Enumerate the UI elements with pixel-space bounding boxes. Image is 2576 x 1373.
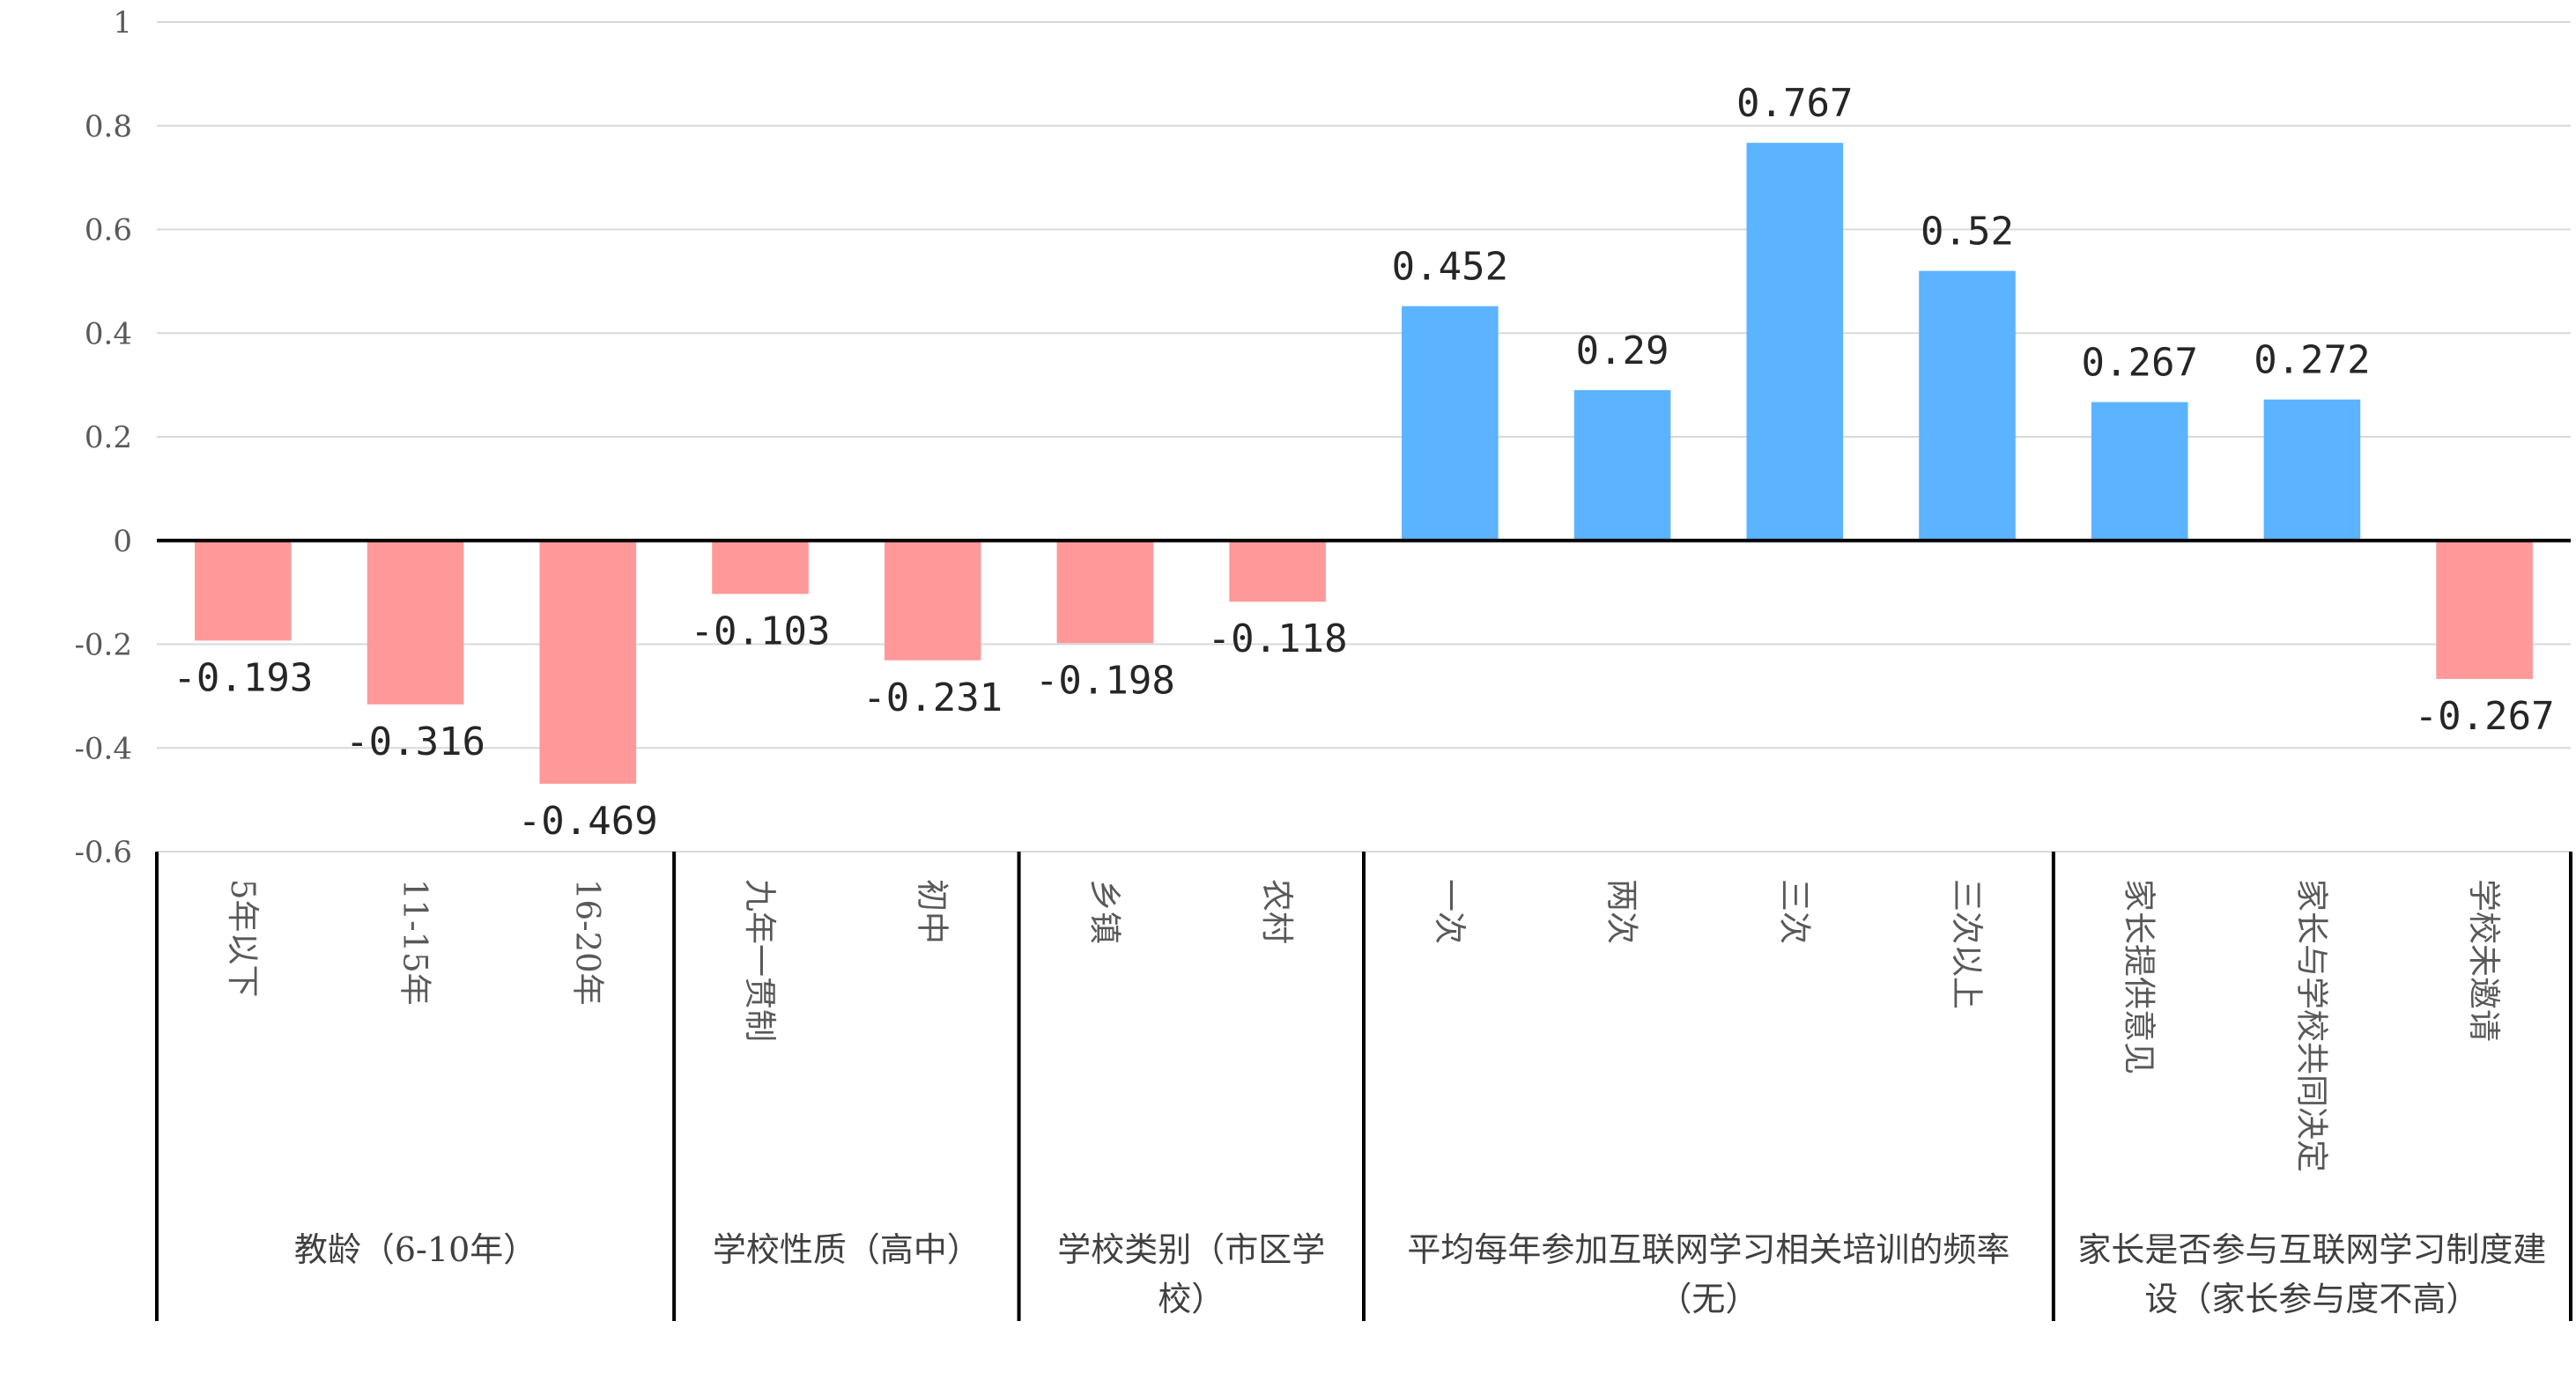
group-label: 校） <box>1158 1280 1225 1318</box>
bar <box>2436 540 2533 679</box>
data-label: 0.52 <box>1921 210 2014 255</box>
category-label: 11-15年 <box>396 879 434 1006</box>
y-tick-label: 1 <box>113 5 132 41</box>
y-tick-label: 0.6 <box>85 213 132 248</box>
data-label: 0.767 <box>1736 81 1853 126</box>
category-label: 三次以上 <box>1948 879 1986 1009</box>
y-tick-label: -0.4 <box>74 731 132 766</box>
category-label: 两次 <box>1603 879 1641 944</box>
group-label: （无） <box>1658 1280 1758 1318</box>
group-label: 学校类别（市区学 <box>1057 1230 1325 1269</box>
y-tick-label: -0.2 <box>74 628 132 663</box>
y-tick-label: 0.8 <box>85 109 132 144</box>
data-label: -0.267 <box>2415 694 2555 739</box>
data-label: -0.193 <box>173 655 313 700</box>
category-label: 学校未邀请 <box>2465 879 2503 1042</box>
bar <box>2263 399 2361 541</box>
bar <box>1573 390 1671 541</box>
category-label: 初中 <box>914 879 951 944</box>
category-label: 家长提供意见 <box>2121 879 2158 1074</box>
category-label: 家长与学校共同决定 <box>2292 879 2330 1172</box>
y-tick-label: 0.2 <box>85 420 132 455</box>
data-label: -0.118 <box>1208 616 1348 661</box>
data-label: 0.272 <box>2254 338 2370 383</box>
bar <box>1056 540 1154 644</box>
category-label: 农村 <box>1258 879 1296 944</box>
category-label: 三次 <box>1775 879 1813 944</box>
bar <box>1746 143 1844 541</box>
data-label: 0.29 <box>1576 328 1669 373</box>
data-label: 0.267 <box>2081 341 2197 386</box>
data-label: -0.316 <box>345 720 485 764</box>
bar <box>195 540 292 641</box>
data-label: -0.198 <box>1035 658 1175 703</box>
y-tick-label: 0 <box>113 524 132 559</box>
category-label: 乡镇 <box>1085 879 1123 944</box>
data-label: 0.452 <box>1392 245 1508 290</box>
data-label: -0.469 <box>518 799 658 844</box>
bar <box>1919 270 2016 541</box>
bar <box>366 540 464 705</box>
category-label: 一次 <box>1431 879 1469 944</box>
group-label: 学校性质（高中） <box>713 1230 981 1269</box>
category-label: 5年以下 <box>224 879 262 998</box>
bar <box>1402 306 1499 541</box>
bar <box>884 540 981 661</box>
y-tick-label: -0.6 <box>74 835 132 870</box>
data-label: -0.231 <box>862 675 1003 720</box>
category-label: 16-20年 <box>568 879 606 1006</box>
bar <box>1229 540 1326 602</box>
group-label: 家长是否参与互联网学习制度建 <box>2077 1230 2546 1269</box>
bar <box>712 540 809 594</box>
bar <box>539 540 637 784</box>
group-label: 设（家长参与度不高） <box>2144 1280 2479 1318</box>
data-label: -0.103 <box>691 609 831 653</box>
y-tick-label: 0.4 <box>85 316 132 351</box>
bar <box>2091 402 2188 541</box>
group-label: 平均每年参加互联网学习相关培训的频率 <box>1407 1230 2010 1269</box>
category-label: 九年一贯制 <box>741 879 779 1042</box>
group-label: 教龄（6-10年） <box>294 1230 537 1269</box>
